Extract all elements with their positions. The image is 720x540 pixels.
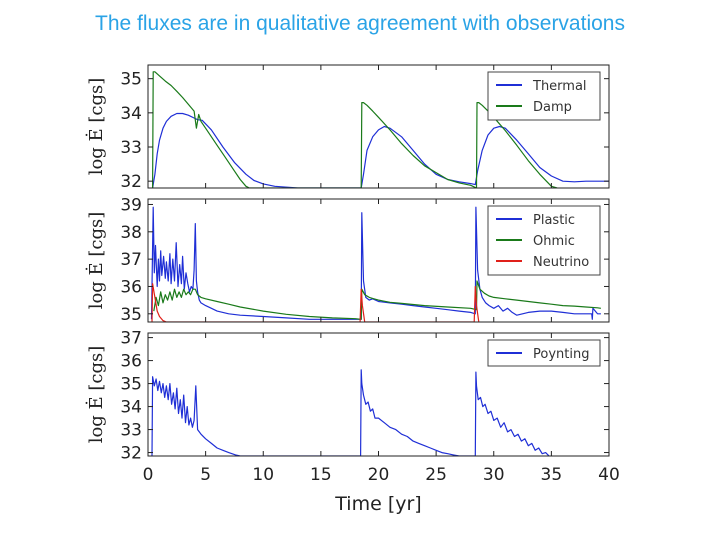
x-tick-label: 0 [143,465,154,485]
series-line-neutrino [151,283,480,322]
y-axis-label: log Ė [cgs] [84,78,107,176]
x-tick-label: 40 [598,465,620,485]
legend: Thermal Damp [487,71,601,121]
legend-label-ohmic: Ohmic [533,234,575,249]
panel-middle: 39 38 37 36 35 log Ė [cgs] Plastic Ohmic Neutrin… [84,195,610,325]
legend-label-thermal: Thermal [532,79,587,94]
y-tick-label: 38 [120,223,142,243]
y-axis-label: log Ė [cgs] [84,212,107,310]
y-tick-label: 35 [120,70,142,90]
y-tick-label: 32 [120,172,142,192]
series-line-ohmic [153,280,601,320]
y-tick-label: 35 [120,305,142,325]
y-tick-label: 34 [120,104,142,124]
panel-bottom: 37 36 35 34 33 320 5 10 15 20 25 30 35 40 log Ė [cgs] T… [84,329,620,515]
y-tick-label: 36 [120,352,142,372]
legend-label-neutrino: Neutrino [533,255,589,270]
y-tick-label: 34 [120,398,142,418]
y-tick-label: 37 [120,250,142,270]
series-line-poynting [151,369,550,456]
y-tick-label: 39 [120,195,142,215]
y-tick-label: 33 [120,138,142,158]
legend-label-damp: Damp [533,100,572,115]
series-line-thermal [152,112,609,188]
y-axis-label: log Ė [cgs] [84,346,107,444]
legend-label-poynting: Poynting [533,347,589,362]
x-tick-label: 10 [252,465,274,485]
legend-box [487,71,601,121]
y-tick-label: 37 [120,329,142,349]
y-tick-label: 33 [120,421,142,441]
x-tick-label: 30 [483,465,505,485]
x-tick-label: 5 [200,465,211,485]
legend: Plastic Ohmic Neutrino [487,205,601,276]
series-line-damp [152,71,558,188]
y-tick-label: 32 [120,444,142,464]
x-tick-label: 25 [425,465,447,485]
x-tick-label: 15 [310,465,332,485]
y-tick-label: 36 [120,277,142,297]
x-tick-label: 35 [541,465,563,485]
legend: Poynting [487,339,601,367]
x-axis-label: Time [yr] [334,493,421,515]
slide-title: The fluxes are in qualitative agreement … [95,12,625,35]
panel-top: 35 34 33 32 log Ė [cgs] Thermal Damp [84,64,610,192]
y-tick-label: 35 [120,375,142,395]
x-tick-label: 20 [368,465,390,485]
legend-label-plastic: Plastic [533,213,575,228]
